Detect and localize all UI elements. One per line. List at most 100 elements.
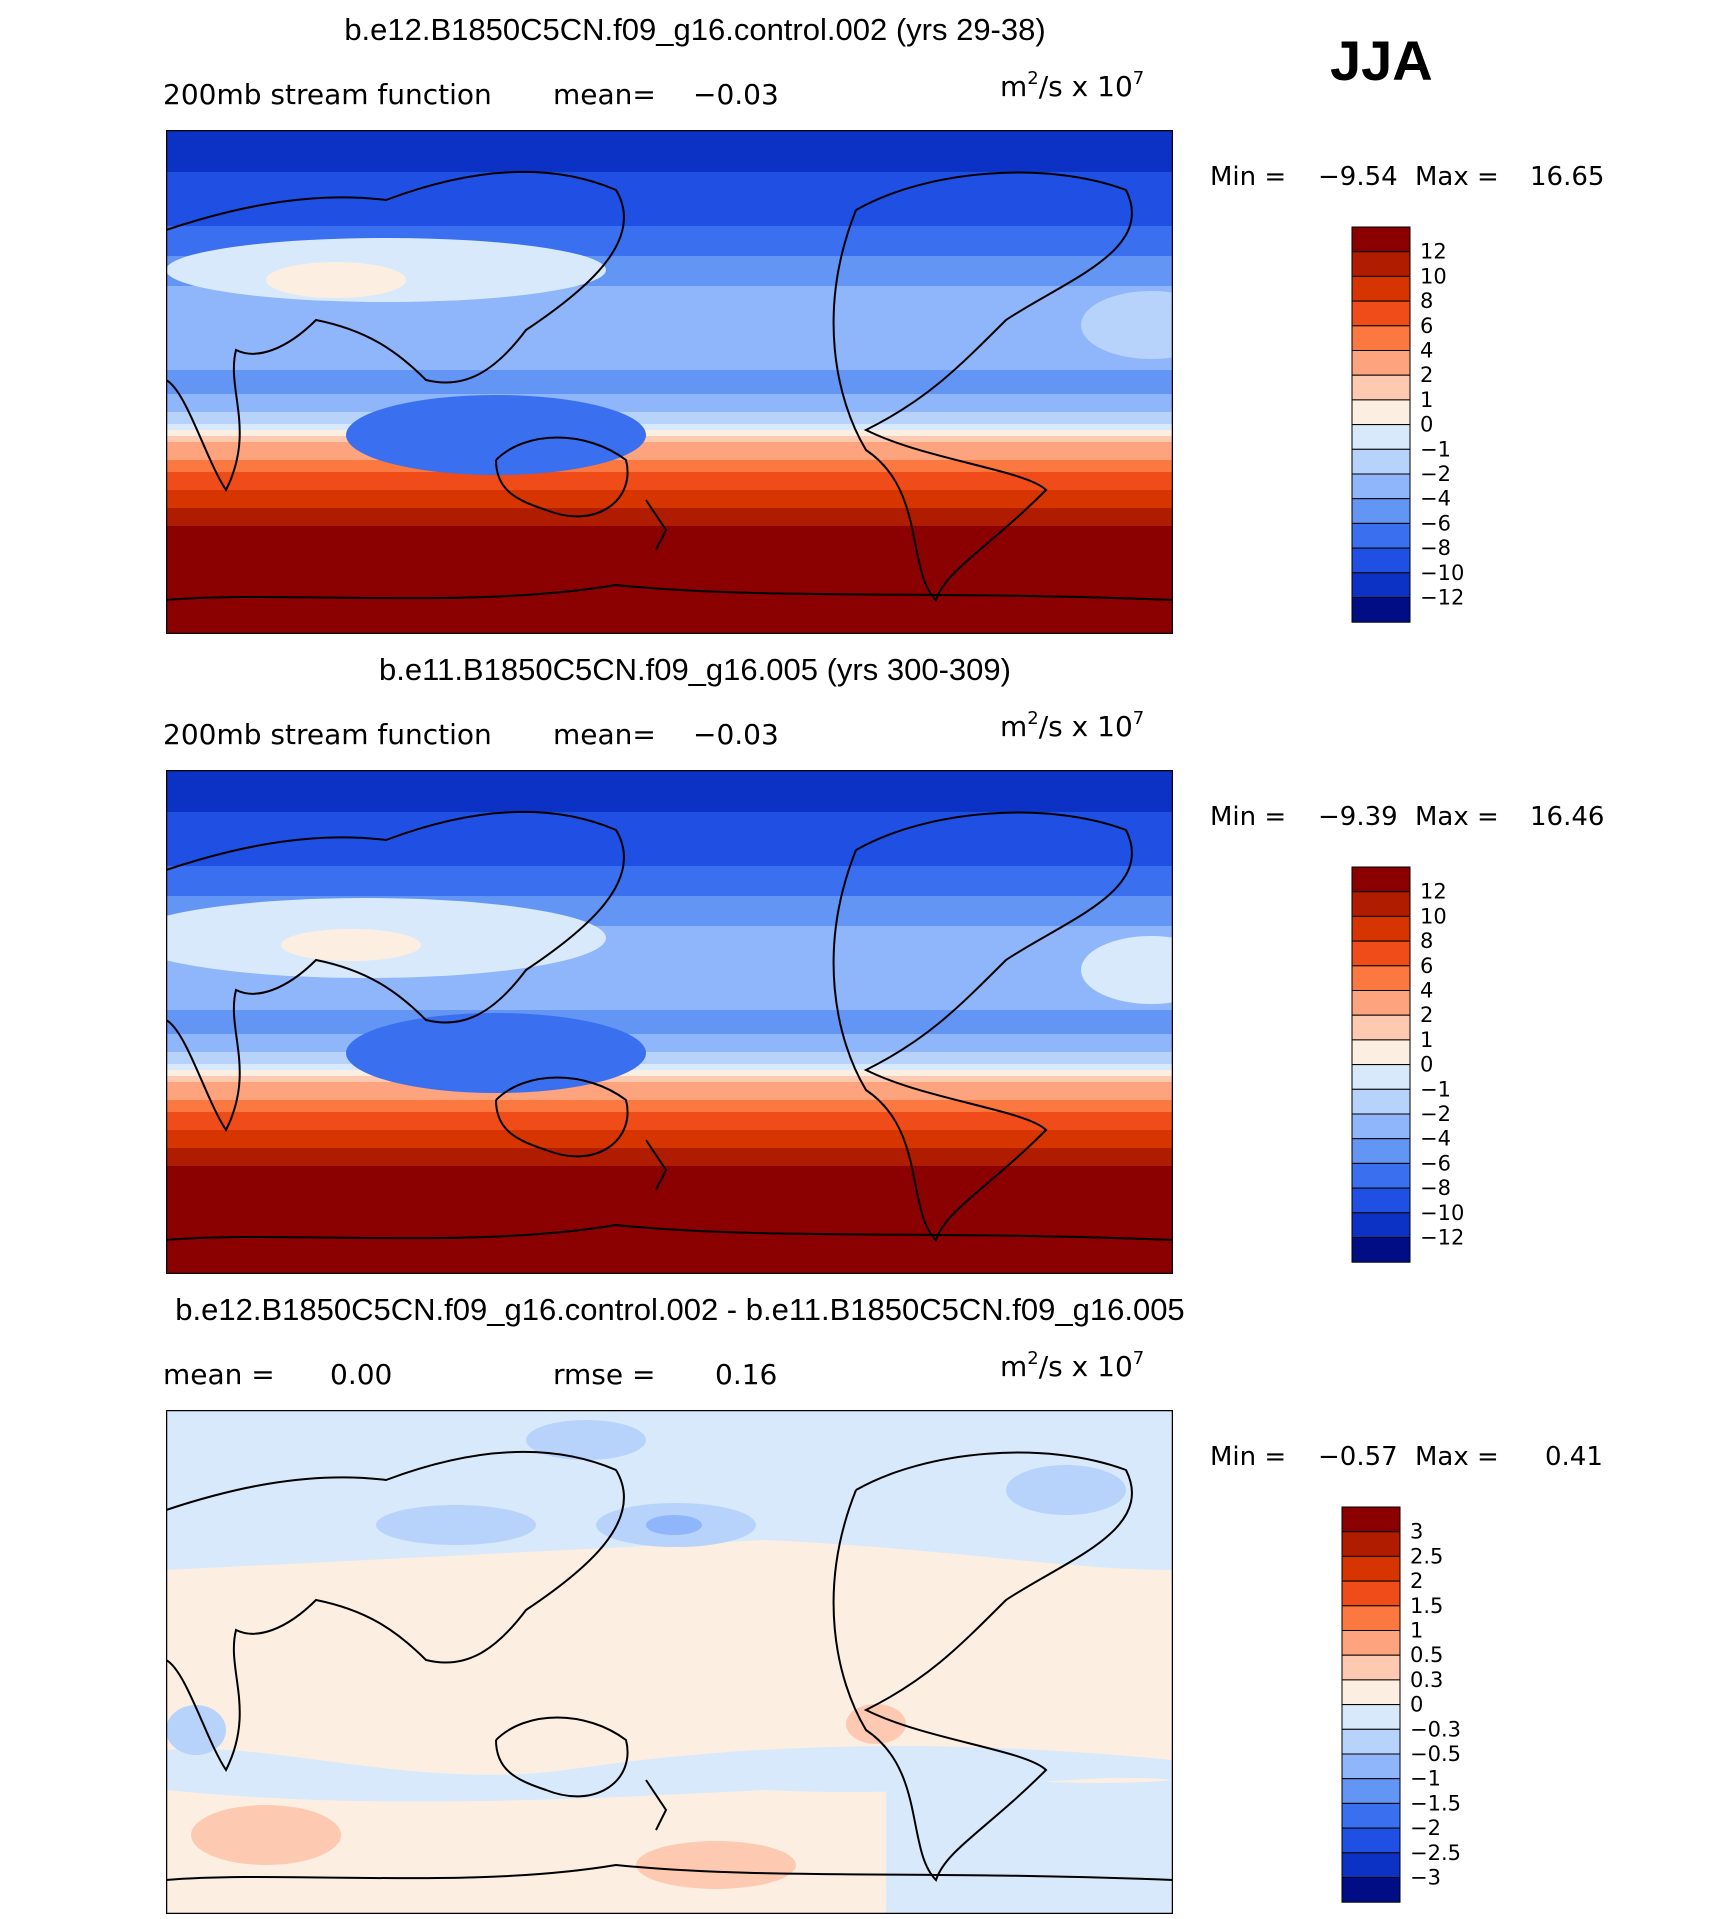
- panel-1-field-band: [166, 514, 1173, 521]
- panel-2-field-band: [166, 1106, 1173, 1113]
- panel-1-field-band: [166, 376, 1173, 383]
- panel-2-field-band: [166, 1082, 1173, 1089]
- colorbar-swatch: [1351, 522, 1411, 549]
- colorbar-tick-label: 2.5: [1410, 1544, 1443, 1568]
- colorbar-swatch: [1341, 1802, 1401, 1829]
- panel-2-field-band: [166, 1262, 1173, 1269]
- panel-2-field-band: [166, 860, 1173, 867]
- colorbar-tick-label: 0: [1420, 413, 1433, 437]
- panel-2-field-band: [166, 1118, 1173, 1125]
- panel-3-field-high-south-indian: [191, 1805, 341, 1865]
- panel-1-field-band: [166, 298, 1173, 305]
- panel-3-field-low-north-atlantic: [1006, 1465, 1126, 1515]
- colorbar-tick-label: 0: [1410, 1693, 1423, 1717]
- panel-2-field-band: [166, 776, 1173, 783]
- colorbar-swatch: [1351, 990, 1411, 1016]
- panel-1-field-band: [166, 628, 1173, 634]
- panel-1-field-band: [166, 532, 1173, 539]
- colorbar-swatch: [1351, 275, 1411, 302]
- panel-1-coastlines: [166, 170, 1173, 602]
- panel-3-field-core-north-pacific: [646, 1515, 702, 1535]
- colorbar-swatch: [1351, 1187, 1411, 1214]
- panel-1-field-band: [166, 328, 1173, 335]
- panel-2-field-band: [166, 1196, 1173, 1203]
- panel-1-field-band: [166, 322, 1173, 329]
- panel-2-field-band: [166, 1238, 1173, 1245]
- panel-2-field-band: [166, 998, 1173, 1005]
- panel-1-field-band: [166, 562, 1173, 569]
- panel-3-title: b.e12.B1850C5CN.f09_g16.control.002 - b.…: [175, 1292, 1185, 1327]
- colorbar-tick-label: −10: [1420, 1201, 1464, 1225]
- colorbar-tick-label: 2: [1420, 1003, 1433, 1027]
- colorbar-tick-label: 0.5: [1410, 1643, 1443, 1667]
- colorbar-swatch: [1351, 374, 1411, 401]
- panel-2-field-band: [166, 872, 1173, 879]
- panel-1-field-band: [166, 238, 1173, 245]
- panel-2-field-band: [166, 1052, 1173, 1059]
- colorbar-swatch: [1351, 1113, 1411, 1140]
- panel-1-field-band: [166, 394, 1173, 401]
- panel-1-field-band: [166, 178, 1173, 185]
- colorbar-tick-label: 3: [1410, 1520, 1423, 1544]
- panel-1-field-band: [166, 382, 1173, 389]
- panel-3-colorbar: 32.521.510.50.30−0.3−0.5−1−1.5−2−2.5−3: [1341, 1506, 1461, 1903]
- panel-2-field-band: [166, 1046, 1173, 1053]
- panel-1-field-band: [166, 262, 1173, 269]
- colorbar-swatch: [1341, 1728, 1401, 1755]
- colorbar-tick-label: 1: [1420, 388, 1433, 412]
- panel-3-field-high-tropical-pacific: [846, 1704, 906, 1744]
- season-label: JJA: [1330, 29, 1433, 92]
- panel-2-field-band: [166, 908, 1173, 915]
- colorbar-tick-label: 1.5: [1410, 1594, 1443, 1618]
- panel-2-field-band: [166, 1010, 1173, 1017]
- panel-2-field-band: [166, 878, 1173, 885]
- panel-2-mean-value: −0.03: [693, 718, 779, 751]
- panel-1-field-band: [166, 160, 1173, 167]
- panel-1-field-band: [166, 274, 1173, 281]
- colorbar-tick-label: 8: [1420, 289, 1433, 313]
- panel-1-field-band: [166, 136, 1173, 143]
- colorbar-tick-label: 0.3: [1410, 1668, 1443, 1692]
- panel-1-field-positive-asia: [266, 262, 406, 298]
- panel-2-field-band: [166, 1058, 1173, 1065]
- panel-2-field-band: [166, 1124, 1173, 1131]
- colorbar-swatch: [1351, 448, 1411, 475]
- panel-2-field-band: [166, 1250, 1173, 1257]
- panel-1-field-band: [166, 472, 1173, 479]
- colorbar-swatch: [1351, 597, 1411, 623]
- panel-2-field-band: [166, 1136, 1173, 1143]
- colorbar-tick-label: 8: [1420, 929, 1433, 953]
- panel-1-field-band: [166, 490, 1173, 497]
- panel-1-field-band: [166, 580, 1173, 587]
- colorbar-tick-label: 6: [1420, 954, 1433, 978]
- colorbar-tick-label: −6: [1420, 1151, 1451, 1175]
- panel-2-field-band: [166, 938, 1173, 945]
- panel-2-field-band: [166, 896, 1173, 903]
- panel-1-field-band: [166, 154, 1173, 161]
- panel-1-max-label: Max =: [1415, 162, 1499, 192]
- colorbar-tick-label: −12: [1420, 586, 1464, 610]
- panel-2-field-band: [166, 962, 1173, 969]
- colorbar-tick-label: −4: [1420, 1127, 1451, 1151]
- colorbar-tick-label: −3: [1410, 1866, 1441, 1890]
- panel-2-max-value: 16.46: [1530, 802, 1605, 832]
- panel-3-field-low-east-asia: [376, 1505, 536, 1545]
- colorbar-swatch: [1341, 1679, 1401, 1706]
- panel-2-field-band: [166, 848, 1173, 855]
- panel-2-field-band: [166, 1160, 1173, 1167]
- colorbar-tick-label: −1: [1420, 437, 1451, 461]
- panel-2-field-band: [166, 920, 1173, 927]
- panel-1-min-value: −9.54: [1318, 162, 1398, 192]
- colorbar-tick-label: 12: [1420, 240, 1447, 264]
- colorbar-swatch: [1351, 498, 1411, 524]
- panel-1-mean-value: −0.03: [693, 78, 779, 111]
- panel-3-field-positive-tropics: [166, 1540, 1173, 1775]
- panel-3-field-high-south-pacific: [636, 1841, 796, 1889]
- panel-1-field-band: [166, 442, 1173, 449]
- panel-1-field-band: [166, 370, 1173, 377]
- panel-2-field-band: [166, 950, 1173, 957]
- colorbar-swatch: [1351, 547, 1411, 574]
- panel-2-field-band: [166, 1184, 1173, 1191]
- colorbar-swatch: [1341, 1630, 1401, 1656]
